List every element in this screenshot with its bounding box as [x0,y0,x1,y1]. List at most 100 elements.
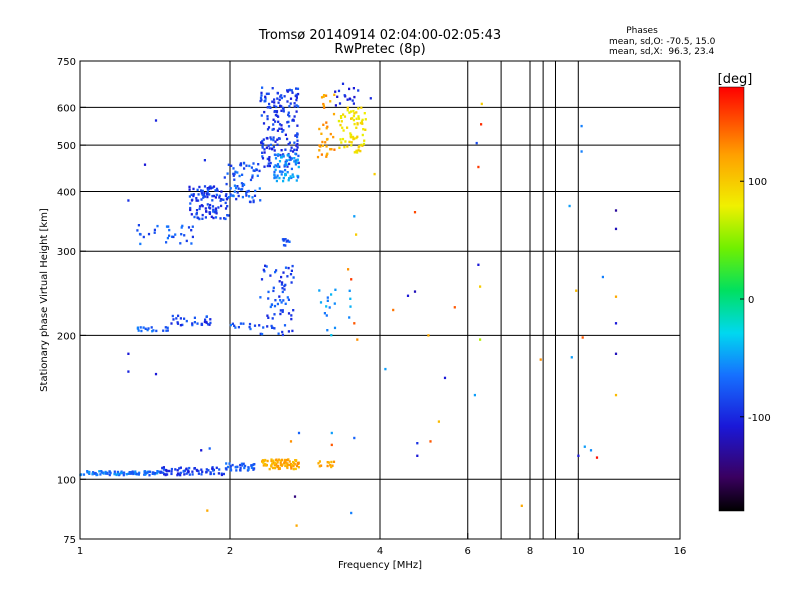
data-point [276,302,279,306]
data-point [294,152,297,155]
data-point [130,471,133,474]
data-point [284,133,287,136]
data-point [166,473,169,476]
data-point [190,199,193,202]
data-point [219,199,222,202]
data-point [215,193,218,197]
data-point [132,472,135,476]
data-point [281,287,284,290]
data-point [215,212,218,215]
data-point [164,326,167,329]
data-point [232,174,235,177]
data-point [272,136,275,139]
data-point [272,123,275,126]
data-point [180,226,183,229]
data-point [193,467,196,470]
data-point [346,126,349,129]
data-point [343,115,347,118]
data-point [247,190,250,193]
data-point [341,137,345,141]
data-point [250,464,253,467]
data-point [196,322,199,325]
data-point [296,176,300,179]
data-point [279,463,282,467]
data-point [284,244,287,247]
data-point [330,443,333,447]
data-point [209,471,212,474]
data-point [295,144,298,147]
data-point [278,176,281,180]
data-point [274,113,277,117]
data-point [279,461,282,464]
data-point [247,468,250,471]
data-point [294,467,297,471]
data-point [282,179,285,183]
data-point [179,473,182,477]
data-point [206,190,209,194]
data-point [353,322,356,325]
data-point [260,114,263,117]
data-point [325,121,328,124]
data-point [568,204,571,208]
data-point [196,469,199,472]
data-point [266,115,269,118]
data-point [245,194,248,197]
data-point [134,470,137,473]
data-point [289,158,292,161]
data-point [152,329,155,332]
data-point [520,504,523,507]
data-point [253,324,257,327]
data-point [211,205,215,208]
data-point [262,268,265,272]
data-point [252,199,255,202]
data-point [156,470,159,473]
data-point [295,96,298,99]
data-point [166,329,169,332]
data-point [295,94,298,98]
data-point [164,473,167,476]
data-point [318,460,321,463]
data-point [87,470,91,474]
data-point [191,235,194,239]
data-point [226,214,229,217]
data-point [185,239,188,243]
data-point [239,322,242,325]
data-point [413,290,417,293]
data-point [227,163,230,166]
data-point [227,196,230,199]
data-point [280,109,283,112]
data-point [156,472,159,475]
data-point [325,145,328,148]
data-point [249,178,253,182]
data-point [581,336,584,339]
data-point [355,117,358,120]
data-point [614,209,618,212]
data-point [154,119,158,122]
data-point [286,154,289,157]
data-point [295,98,298,102]
data-point [323,106,326,109]
data-point [583,445,586,448]
data-point [188,195,191,198]
data-point [322,123,325,126]
data-point [339,123,342,127]
data-point [254,189,257,193]
data-point [187,226,191,229]
data-point [216,189,219,192]
data-point [333,148,336,151]
data-point [350,278,353,281]
data-point [133,472,137,475]
y-axis-title: Stationary phase Virtual Height [km] [39,208,50,392]
data-point [208,212,211,215]
data-point [282,238,285,241]
data-point [242,162,246,165]
data-point [211,199,214,202]
data-point [280,458,283,462]
data-point [113,472,116,476]
data-point [99,473,102,476]
data-point [277,137,281,140]
data-point [179,471,182,475]
data-point [109,471,112,475]
data-point [240,462,243,465]
